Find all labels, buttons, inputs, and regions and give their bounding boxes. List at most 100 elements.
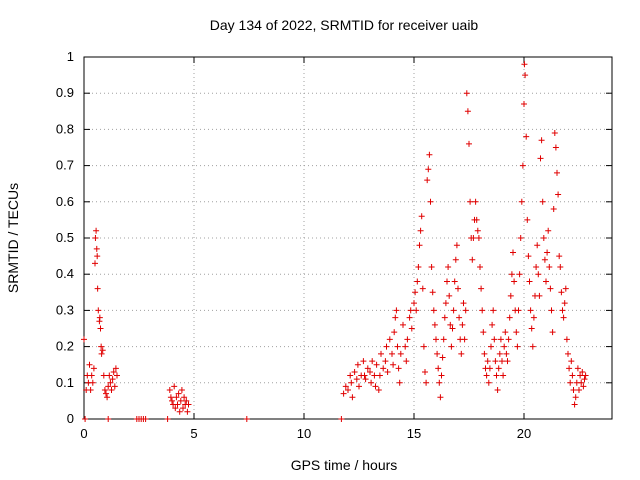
data-point bbox=[439, 354, 446, 361]
data-point bbox=[534, 242, 541, 249]
data-point bbox=[560, 314, 567, 321]
data-point bbox=[467, 198, 474, 205]
data-point bbox=[349, 394, 356, 401]
data-point bbox=[347, 372, 354, 379]
data-point bbox=[375, 387, 382, 394]
data-point bbox=[550, 206, 557, 213]
data-point bbox=[477, 263, 483, 270]
data-point bbox=[563, 336, 570, 343]
data-point bbox=[406, 314, 413, 321]
data-point bbox=[94, 285, 101, 292]
data-point bbox=[425, 166, 432, 173]
data-point bbox=[446, 292, 453, 299]
data-point bbox=[565, 350, 571, 357]
data-point bbox=[453, 242, 460, 249]
data-point bbox=[524, 216, 531, 223]
ticks: 00.10.20.30.40.50.60.70.80.910 5 10 15 20 bbox=[56, 49, 612, 441]
data-point bbox=[426, 151, 433, 158]
data-point bbox=[420, 343, 427, 350]
data-point bbox=[474, 227, 481, 234]
data-point bbox=[164, 416, 171, 422]
data-point bbox=[538, 137, 545, 144]
data-point bbox=[411, 300, 417, 307]
data-point bbox=[440, 336, 447, 343]
data-point bbox=[484, 358, 491, 365]
data-point bbox=[521, 101, 527, 108]
data-point bbox=[176, 408, 183, 415]
data-point bbox=[81, 336, 87, 343]
data-point bbox=[369, 358, 376, 365]
data-point bbox=[545, 227, 552, 234]
data-point bbox=[459, 321, 466, 328]
data-point bbox=[556, 253, 563, 260]
data-point bbox=[93, 227, 100, 234]
data-point bbox=[493, 372, 500, 379]
data-point bbox=[404, 336, 411, 343]
data-point bbox=[525, 253, 532, 260]
y-tick-label: 0.6 bbox=[56, 194, 74, 209]
data-point bbox=[345, 387, 351, 394]
data-point bbox=[567, 379, 574, 386]
y-tick-label: 0.5 bbox=[56, 230, 74, 245]
data-point bbox=[537, 155, 544, 162]
data-point bbox=[464, 108, 471, 115]
data-point bbox=[408, 325, 415, 332]
data-point bbox=[87, 387, 94, 394]
data-point bbox=[108, 387, 115, 394]
data-point bbox=[503, 350, 510, 357]
data-point bbox=[533, 263, 540, 270]
data-point bbox=[494, 387, 501, 394]
data-point bbox=[423, 379, 430, 386]
x-tick-label: 20 bbox=[517, 426, 531, 441]
data-point bbox=[99, 347, 106, 354]
data-point bbox=[445, 263, 452, 270]
data-point bbox=[178, 387, 185, 394]
y-tick-label: 0.2 bbox=[56, 339, 74, 354]
data-point bbox=[470, 235, 477, 241]
data-point bbox=[373, 361, 380, 368]
data-point bbox=[499, 358, 505, 365]
y-tick-label: 1 bbox=[67, 49, 74, 64]
y-tick-label: 0.4 bbox=[56, 266, 74, 281]
data-point bbox=[384, 368, 391, 375]
data-point bbox=[523, 133, 530, 140]
data-point bbox=[518, 198, 525, 205]
data-point bbox=[580, 383, 587, 390]
data-point bbox=[356, 383, 362, 390]
data-point bbox=[448, 343, 455, 350]
data-point bbox=[92, 235, 99, 241]
data-point bbox=[502, 329, 509, 336]
data-point bbox=[376, 372, 383, 379]
data-point bbox=[481, 350, 488, 357]
x-axis-label: GPS time / hours bbox=[291, 457, 398, 473]
data-point bbox=[579, 368, 586, 375]
data-point bbox=[383, 343, 390, 350]
data-point bbox=[504, 358, 511, 365]
data-point bbox=[351, 368, 358, 375]
data-point bbox=[386, 336, 393, 343]
data-point bbox=[392, 314, 399, 321]
data-point bbox=[100, 372, 107, 379]
data-point bbox=[495, 365, 502, 372]
data-point bbox=[430, 307, 437, 314]
data-point bbox=[184, 408, 191, 415]
data-point bbox=[552, 144, 559, 151]
data-point bbox=[142, 416, 149, 422]
y-axis-label: SRMTID / TECUs bbox=[5, 183, 21, 293]
data-point bbox=[569, 372, 576, 379]
data-point bbox=[371, 372, 378, 379]
data-point bbox=[506, 314, 513, 321]
data-point bbox=[451, 278, 458, 285]
data-point bbox=[114, 372, 120, 379]
data-point bbox=[497, 336, 504, 343]
data-point bbox=[535, 271, 542, 278]
data-point bbox=[539, 198, 546, 205]
data-point bbox=[511, 278, 518, 285]
chart-title: Day 134 of 2022, SRMTID for receiver uai… bbox=[210, 17, 479, 33]
x-tick-label: 5 bbox=[190, 426, 197, 441]
data-point bbox=[90, 365, 97, 372]
data-point bbox=[442, 300, 449, 307]
data-point bbox=[415, 263, 422, 270]
data-point bbox=[169, 397, 175, 404]
